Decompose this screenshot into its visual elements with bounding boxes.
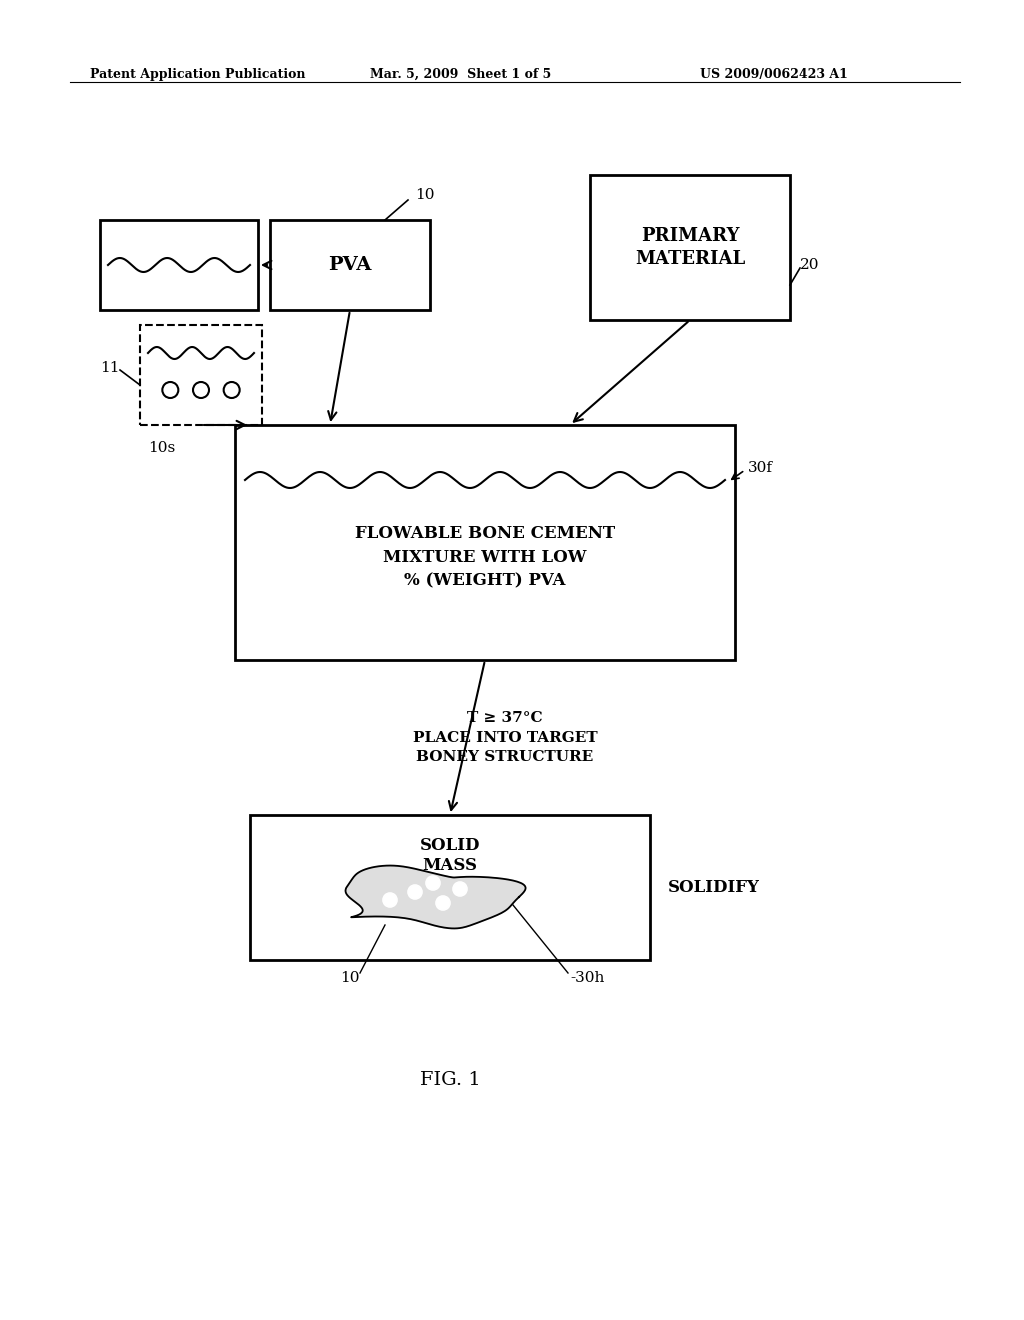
Text: US 2009/0062423 A1: US 2009/0062423 A1 — [700, 69, 848, 81]
Text: PRIMARY
MATERIAL: PRIMARY MATERIAL — [635, 227, 745, 268]
Text: 11: 11 — [100, 360, 120, 375]
Bar — [234, 425, 735, 660]
Text: Mar. 5, 2009  Sheet 1 of 5: Mar. 5, 2009 Sheet 1 of 5 — [370, 69, 551, 81]
Text: Patent Application Publication: Patent Application Publication — [90, 69, 305, 81]
Text: 10: 10 — [415, 187, 434, 202]
Polygon shape — [345, 866, 525, 928]
Text: SOLIDIFY: SOLIDIFY — [668, 879, 760, 896]
Circle shape — [453, 882, 467, 896]
Circle shape — [408, 884, 422, 899]
Circle shape — [436, 896, 450, 909]
Bar — [100, 220, 258, 310]
Text: T ≥ 37°C
PLACE INTO TARGET
BONEY STRUCTURE: T ≥ 37°C PLACE INTO TARGET BONEY STRUCTU… — [413, 711, 597, 764]
Text: FLOWABLE BONE CEMENT
MIXTURE WITH LOW
% (WEIGHT) PVA: FLOWABLE BONE CEMENT MIXTURE WITH LOW % … — [355, 525, 615, 590]
Text: 10s: 10s — [148, 441, 175, 455]
Text: 10: 10 — [340, 972, 359, 985]
Text: PVA: PVA — [329, 256, 372, 275]
Bar — [140, 325, 262, 425]
Bar — [250, 814, 650, 960]
Text: FIG. 1: FIG. 1 — [420, 1071, 480, 1089]
Text: 20: 20 — [800, 257, 819, 272]
Text: SOLID
MASS: SOLID MASS — [420, 837, 480, 874]
Bar — [270, 220, 430, 310]
Circle shape — [383, 894, 397, 907]
Circle shape — [426, 876, 440, 890]
Bar — [590, 176, 790, 319]
Text: -30h: -30h — [570, 972, 604, 985]
Text: 30f: 30f — [748, 461, 773, 475]
